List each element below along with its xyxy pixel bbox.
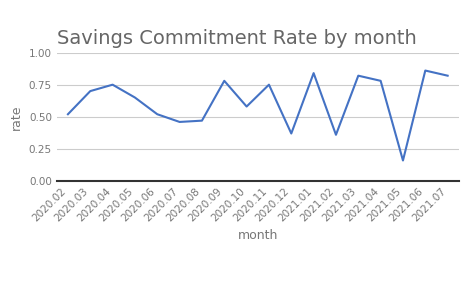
X-axis label: month: month: [237, 229, 278, 242]
Y-axis label: rate: rate: [10, 104, 23, 130]
Text: Savings Commitment Rate by month: Savings Commitment Rate by month: [57, 29, 417, 48]
